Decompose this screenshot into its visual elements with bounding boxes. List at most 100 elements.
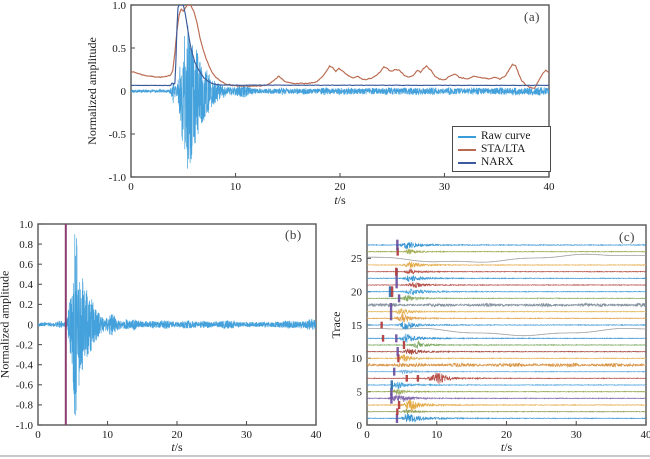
legend-item-sta-lta: STA/LTA <box>458 143 546 156</box>
pick-marker <box>397 354 400 363</box>
trace-line <box>367 399 646 411</box>
trace-line <box>367 248 646 255</box>
y-tick-label-a: 1.0 <box>112 0 126 12</box>
trace-line <box>367 372 646 384</box>
trace-line <box>367 362 646 368</box>
plot-b: 0 10 20 30 40 -1.0 -0.8 -0.6 -0.4 -0.2 0 0.2 0.4 0.6 0… <box>0 219 323 454</box>
y-tick-label-b: 0.6 <box>19 259 33 271</box>
y-tick-label-b: 0.8 <box>19 239 33 251</box>
pick-marker <box>397 401 401 409</box>
pick-marker <box>402 341 406 349</box>
y-tick-label-c: 20 <box>351 286 363 298</box>
series-raw-curve <box>131 25 549 169</box>
pick-marker <box>405 375 408 382</box>
pick-marker <box>395 268 398 289</box>
series-narx <box>131 5 549 87</box>
trace-line <box>367 339 646 349</box>
x-tick-label-c: 20 <box>501 429 513 441</box>
legend-item-narx: NARX <box>458 156 546 169</box>
y-tick-label-c: 10 <box>351 353 363 365</box>
legend-label-raw-curve: Raw curve <box>481 130 531 142</box>
curves-a <box>131 5 549 169</box>
pick-marker <box>390 393 393 404</box>
legend: Raw curve STA/LTA NARX <box>452 126 551 172</box>
x-axis-label-b: t/s <box>171 440 183 454</box>
y-tick-label-c: 5 <box>357 386 363 398</box>
x-tick-label-a: 30 <box>439 181 451 193</box>
trace-line <box>367 369 646 375</box>
y-tick-label-b: 0.2 <box>19 299 33 311</box>
y-tick-label-a: -1.0 <box>109 172 127 184</box>
x-tick-label-b: 0 <box>35 429 41 441</box>
y-axis-label-a: Normalized amplitude <box>85 37 99 145</box>
legend-item-raw-curve: Raw curve <box>458 130 546 143</box>
pick-marker <box>390 380 393 390</box>
y-tick-label-b: 1.0 <box>19 219 33 231</box>
x-tick-label-a: 0 <box>128 181 134 193</box>
pick-marker <box>396 347 399 357</box>
y-tick-label-c: 0 <box>357 420 363 432</box>
x-tick-label-a: 40 <box>544 181 556 193</box>
pick-marker <box>395 413 399 423</box>
sta-lta-line-swatch <box>458 148 476 151</box>
x-tick-label-c: 10 <box>431 429 443 441</box>
x-tick-label-c: 40 <box>641 429 650 441</box>
trace-line <box>367 261 646 269</box>
trace-line <box>367 328 646 337</box>
y-tick-label-c: 15 <box>351 320 363 332</box>
trace-line <box>367 288 646 295</box>
curves-b <box>38 224 316 425</box>
legend-label-sta-lta: STA/LTA <box>481 143 526 155</box>
trace-line <box>367 268 646 275</box>
y-tick-label-b: 0.4 <box>19 279 33 291</box>
narx-line-swatch <box>458 161 476 164</box>
pick-marker <box>381 335 385 342</box>
trace-line <box>367 253 646 263</box>
series-raw-curve <box>38 234 316 416</box>
plot-a: 0 10 20 30 40 -1.0 -0.5 0 0.5 1.0 t/s Normalized am… <box>85 0 556 207</box>
series-sta-lta <box>131 5 549 89</box>
trace-line <box>367 294 646 302</box>
y-tick-label-a: -0.5 <box>109 129 127 141</box>
y-axis-label-c: Trace <box>330 312 343 339</box>
x-axis-label-c: t/s <box>501 440 513 454</box>
pick-marker <box>393 367 396 376</box>
trace-line <box>367 408 646 415</box>
x-tick-label-a: 10 <box>230 181 242 193</box>
y-tick-label-a: 0 <box>121 86 127 98</box>
y-tick-label-b: -0.6 <box>16 380 34 392</box>
pick-marker <box>396 239 399 251</box>
trace-line <box>367 282 646 288</box>
x-axis-label-a: t/s <box>334 193 346 207</box>
x-tick-label-b: 20 <box>172 429 184 441</box>
x-tick-label-c: 0 <box>364 429 370 441</box>
x-tick-label-b: 30 <box>241 429 253 441</box>
trace-line <box>367 387 646 395</box>
y-axis-label-b: Normalized amplitude <box>0 271 12 379</box>
trace-line <box>367 275 646 282</box>
trace-line <box>367 321 646 330</box>
y-tick-label-a: 0.5 <box>112 43 126 55</box>
pick-marker <box>395 267 398 276</box>
y-tick-label-b: -0.2 <box>16 339 33 351</box>
raw-curve-line-swatch <box>458 135 476 138</box>
trace-line <box>367 313 646 323</box>
y-tick-label-b: 0 <box>28 319 34 331</box>
trace-line <box>367 333 646 343</box>
pick-marker <box>396 247 399 256</box>
trace-line <box>367 381 646 389</box>
pick-marker <box>397 294 401 303</box>
x-tick-label-b: 40 <box>311 429 323 441</box>
trace-line <box>367 348 646 355</box>
pick-marker <box>390 286 394 297</box>
plot-c: 0 10 20 30 40 0 5 10 15 20 25 t/s Trace <box>330 224 650 454</box>
pick-marker <box>416 375 420 382</box>
trace-line <box>367 241 646 250</box>
x-tick-label-a: 20 <box>335 181 347 193</box>
pick-marker <box>395 334 398 343</box>
panel-label-a: (a) <box>524 9 540 24</box>
pick-marker <box>396 408 399 415</box>
panel-label-b: (b) <box>285 227 302 242</box>
traces-c <box>367 239 646 423</box>
